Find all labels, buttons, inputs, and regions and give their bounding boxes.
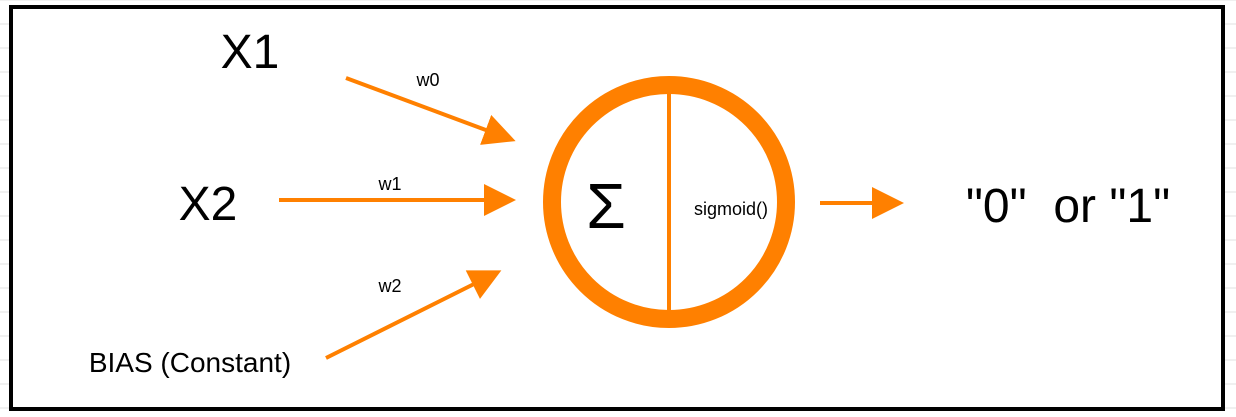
weight-w2-label: w2 bbox=[377, 276, 401, 296]
weight-w0-label: w0 bbox=[415, 70, 439, 90]
output-label: "0" or "1" bbox=[966, 180, 1170, 233]
arrow-x1-to-neuron bbox=[345, 76, 516, 145]
bias-label: BIAS (Constant) bbox=[89, 347, 291, 378]
summation-symbol: Σ bbox=[586, 170, 626, 242]
input-x1-label: X1 bbox=[221, 26, 280, 79]
weight-w1-label: w1 bbox=[377, 174, 401, 194]
sigmoid-label: sigmoid() bbox=[694, 199, 768, 219]
input-x2-label: X2 bbox=[179, 178, 238, 231]
arrow-bias-to-neuron bbox=[325, 270, 502, 360]
